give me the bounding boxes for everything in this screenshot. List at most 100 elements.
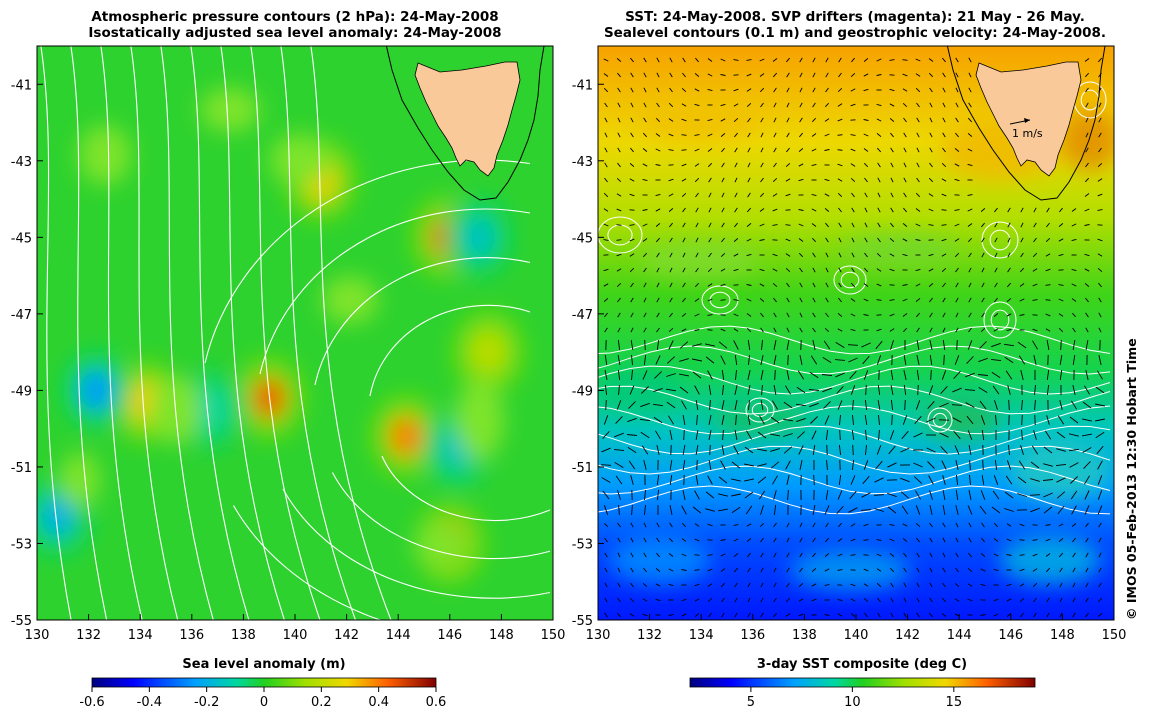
velocity-arrow (1098, 582, 1102, 588)
velocity-arrow (942, 537, 946, 543)
velocity-arrow (731, 506, 741, 514)
velocity-arrow (1098, 552, 1102, 558)
velocity-arrow (991, 506, 1001, 514)
colorbar-tick-label: 5 (747, 695, 755, 710)
velocity-arrow (990, 358, 1002, 362)
velocity-arrow (1058, 238, 1064, 242)
velocity-arrow (772, 612, 778, 618)
velocity-arrow (785, 597, 791, 603)
velocity-arrow (838, 207, 842, 213)
sla-texture (322, 276, 378, 324)
velocity-arrow (967, 237, 973, 243)
velocity-arrow (1068, 433, 1080, 437)
y-tick-label: -43 (572, 155, 593, 170)
velocity-arrow (1085, 370, 1089, 380)
velocity-arrow (760, 312, 764, 318)
velocity-arrow (954, 209, 960, 211)
velocity-arrow (812, 102, 816, 108)
velocity-arrow (759, 415, 765, 425)
velocity-arrow (692, 358, 702, 362)
velocity-arrow (1019, 597, 1025, 603)
velocity-arrow (876, 582, 882, 588)
velocity-arrow (694, 103, 700, 107)
velocity-arrow (891, 414, 893, 426)
velocity-arrow (810, 355, 818, 365)
velocity-arrow (617, 327, 621, 333)
velocity-arrow (942, 312, 946, 318)
velocity-arrow (773, 132, 777, 138)
velocity-arrow (770, 416, 780, 424)
velocity-arrow (629, 597, 635, 603)
velocity-arrow (914, 416, 922, 424)
velocity-arrow (890, 597, 894, 603)
velocity-arrow (850, 554, 856, 556)
velocity-arrow (900, 491, 910, 499)
velocity-arrow (709, 399, 711, 411)
velocity-arrow (722, 429, 724, 441)
velocity-arrow (942, 327, 946, 333)
velocity-arrow (915, 223, 921, 227)
velocity-arrow (876, 58, 882, 62)
velocity-arrow (903, 582, 907, 588)
velocity-arrow (913, 462, 923, 468)
velocity-arrow (604, 612, 608, 618)
velocity-arrow (640, 402, 650, 408)
velocity-arrow (643, 312, 647, 318)
velocity-arrow (747, 339, 751, 351)
velocity-arrow (668, 537, 674, 543)
velocity-arrow (838, 57, 842, 63)
velocity-arrow (799, 327, 803, 333)
velocity-arrow (707, 267, 713, 273)
velocity-arrow (733, 299, 739, 301)
velocity-arrow (681, 613, 687, 617)
velocity-arrow (1033, 207, 1037, 213)
velocity-arrow (967, 163, 973, 167)
velocity-arrow (642, 238, 648, 242)
velocity-arrow (1058, 313, 1064, 317)
velocity-arrow (656, 57, 660, 63)
sla-feature-core (472, 332, 505, 373)
velocity-arrow (655, 223, 661, 227)
velocity-arrow (901, 430, 909, 440)
velocity-arrow (799, 297, 803, 303)
velocity-arrow (655, 164, 661, 166)
velocity-arrow (1019, 267, 1025, 273)
sealevel-contour (981, 221, 1019, 259)
velocity-arrow (941, 162, 947, 168)
velocity-arrow (929, 355, 933, 365)
sealevel-contour (745, 397, 775, 423)
velocity-arrow (656, 312, 660, 318)
velocity-arrow (955, 327, 959, 333)
velocity-arrow (890, 370, 894, 380)
velocity-arrow (643, 297, 647, 303)
velocity-arrow (669, 430, 673, 440)
velocity-arrow (955, 460, 959, 470)
velocity-arrow (993, 568, 999, 572)
velocity-arrow (929, 297, 933, 303)
velocity-arrow (992, 490, 1000, 500)
velocity-arrow (783, 433, 793, 437)
velocity-arrow (798, 445, 804, 455)
velocity-arrow (825, 57, 829, 63)
velocity-arrow (1072, 582, 1076, 588)
velocity-arrow (852, 414, 854, 426)
velocity-arrow (760, 117, 764, 123)
velocity-arrow (642, 223, 648, 227)
velocity-arrow (733, 117, 739, 123)
sealevel-contour (598, 465, 1111, 495)
velocity-arrow (903, 177, 907, 183)
velocity-arrow (721, 147, 725, 153)
velocity-arrow (773, 537, 777, 543)
velocity-arrow (873, 494, 885, 496)
velocity-arrow (847, 344, 859, 346)
velocity-arrow (1082, 401, 1092, 409)
velocity-arrow (1055, 463, 1067, 467)
velocity-arrow (720, 355, 726, 365)
velocity-arrow (695, 475, 699, 485)
velocity-arrow (681, 313, 687, 317)
sealevel-contour (927, 407, 953, 433)
velocity-arrow (617, 162, 621, 168)
velocity-arrow (1043, 492, 1053, 498)
velocity-arrow (720, 58, 726, 62)
velocity-arrow (681, 400, 687, 410)
